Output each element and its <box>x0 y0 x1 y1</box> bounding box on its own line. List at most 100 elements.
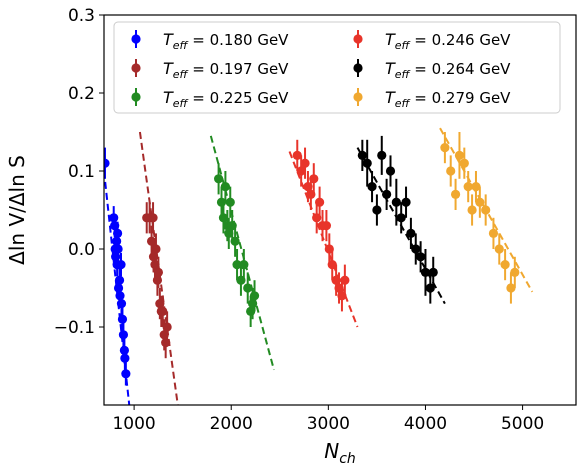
data-point <box>401 197 411 207</box>
data-point <box>115 291 125 301</box>
legend-item-3: Teff = 0.246 GeV <box>353 30 511 52</box>
series-5 <box>439 127 534 304</box>
data-point <box>510 267 520 277</box>
series-3 <box>288 139 359 328</box>
legend-item-1: Teff = 0.197 GeV <box>131 59 289 81</box>
fit-line-2 <box>209 135 275 371</box>
data-point <box>362 158 372 168</box>
data-point <box>247 299 258 309</box>
data-point <box>420 267 431 277</box>
data-point <box>120 353 130 363</box>
data-point <box>463 182 473 192</box>
data-point <box>391 197 401 207</box>
legend-marker <box>131 92 141 102</box>
data-point <box>506 283 516 293</box>
data-point <box>224 228 234 238</box>
data-point <box>440 143 450 153</box>
data-point <box>471 182 481 192</box>
data-point <box>114 275 125 285</box>
legend-label: Teff = 0.264 GeV <box>385 59 511 81</box>
legend-label: Teff = 0.180 GeV <box>163 30 289 52</box>
legend-label: Teff = 0.279 GeV <box>385 88 511 110</box>
data-point <box>158 306 168 316</box>
data-point <box>340 275 350 285</box>
data-point <box>292 150 302 160</box>
legend-marker <box>353 92 363 102</box>
data-point <box>104 158 110 168</box>
legend-item-0: Teff = 0.180 GeV <box>131 30 289 52</box>
legend-marker <box>131 34 141 44</box>
data-point <box>475 197 485 207</box>
data-point <box>296 166 306 176</box>
legend-marker <box>353 63 363 73</box>
data-point <box>396 213 406 223</box>
data-point <box>446 166 456 176</box>
data-point <box>411 244 421 254</box>
legend-item-4: Teff = 0.264 GeV <box>353 59 511 81</box>
data-point <box>116 299 127 309</box>
data-point <box>161 338 171 348</box>
y-tick-label: 0.3 <box>68 6 95 26</box>
legend-item-2: Teff = 0.225 GeV <box>131 88 289 110</box>
legend-label: Teff = 0.197 GeV <box>163 59 289 81</box>
data-point <box>121 369 131 379</box>
data-point <box>112 228 123 238</box>
data-point <box>243 283 253 293</box>
y-axis-title: Δln V/Δln S <box>5 155 29 265</box>
data-point <box>488 228 499 238</box>
x-tick-label: 1000 <box>112 414 155 434</box>
data-point <box>116 260 126 270</box>
x-tick-label: 5000 <box>501 414 544 434</box>
data-point <box>377 150 387 160</box>
data-point <box>300 158 310 168</box>
data-point <box>321 221 332 231</box>
data-point <box>232 260 242 270</box>
data-point <box>367 182 377 192</box>
legend-box <box>113 21 561 114</box>
data-point <box>239 260 249 270</box>
data-point <box>249 291 260 301</box>
legend-label: Teff = 0.246 GeV <box>385 30 511 52</box>
data-point <box>113 244 123 254</box>
data-point <box>357 150 367 160</box>
legend-marker <box>131 63 141 73</box>
data-point <box>382 189 392 199</box>
data-point <box>117 314 128 324</box>
x-axis-title-sub: ch <box>339 451 356 466</box>
y-tick-label: −0.1 <box>54 318 95 338</box>
data-point <box>118 330 129 340</box>
legend-item-5: Teff = 0.279 GeV <box>353 88 511 110</box>
series-4 <box>356 135 446 305</box>
data-point <box>459 158 469 168</box>
data-point <box>151 244 161 254</box>
x-tick-label: 2000 <box>210 414 253 434</box>
x-axis-title: Nch <box>324 439 356 466</box>
data-point <box>450 189 461 199</box>
series-0 <box>104 147 131 405</box>
data-point <box>494 244 504 254</box>
data-point <box>500 260 510 270</box>
data-point <box>218 213 229 223</box>
data-point <box>327 260 337 270</box>
data-point <box>406 228 416 238</box>
data-point <box>153 267 163 277</box>
data-point <box>315 197 325 207</box>
legend: Teff = 0.180 GeV Teff = 0.197 GeV Teff = 0… <box>113 21 561 114</box>
data-layer <box>104 127 534 405</box>
data-point <box>225 197 235 207</box>
data-point <box>162 322 172 332</box>
data-point <box>220 182 230 192</box>
data-point <box>385 166 396 176</box>
data-point <box>454 150 465 160</box>
y-tick-label: 0.2 <box>68 84 95 104</box>
data-point <box>416 252 426 262</box>
y-tick-label: 0.1 <box>68 162 95 182</box>
data-point <box>146 236 157 246</box>
y-tick-label: 0.0 <box>68 240 95 260</box>
legend-label: Teff = 0.225 GeV <box>163 88 289 110</box>
axes-layer: 1000 2000 3000 4000 5000 −0.1 0.0 0.1 0.2 0.3 <box>54 6 544 434</box>
data-point <box>428 267 438 277</box>
fit-line-0 <box>104 170 131 405</box>
data-point <box>214 174 224 184</box>
